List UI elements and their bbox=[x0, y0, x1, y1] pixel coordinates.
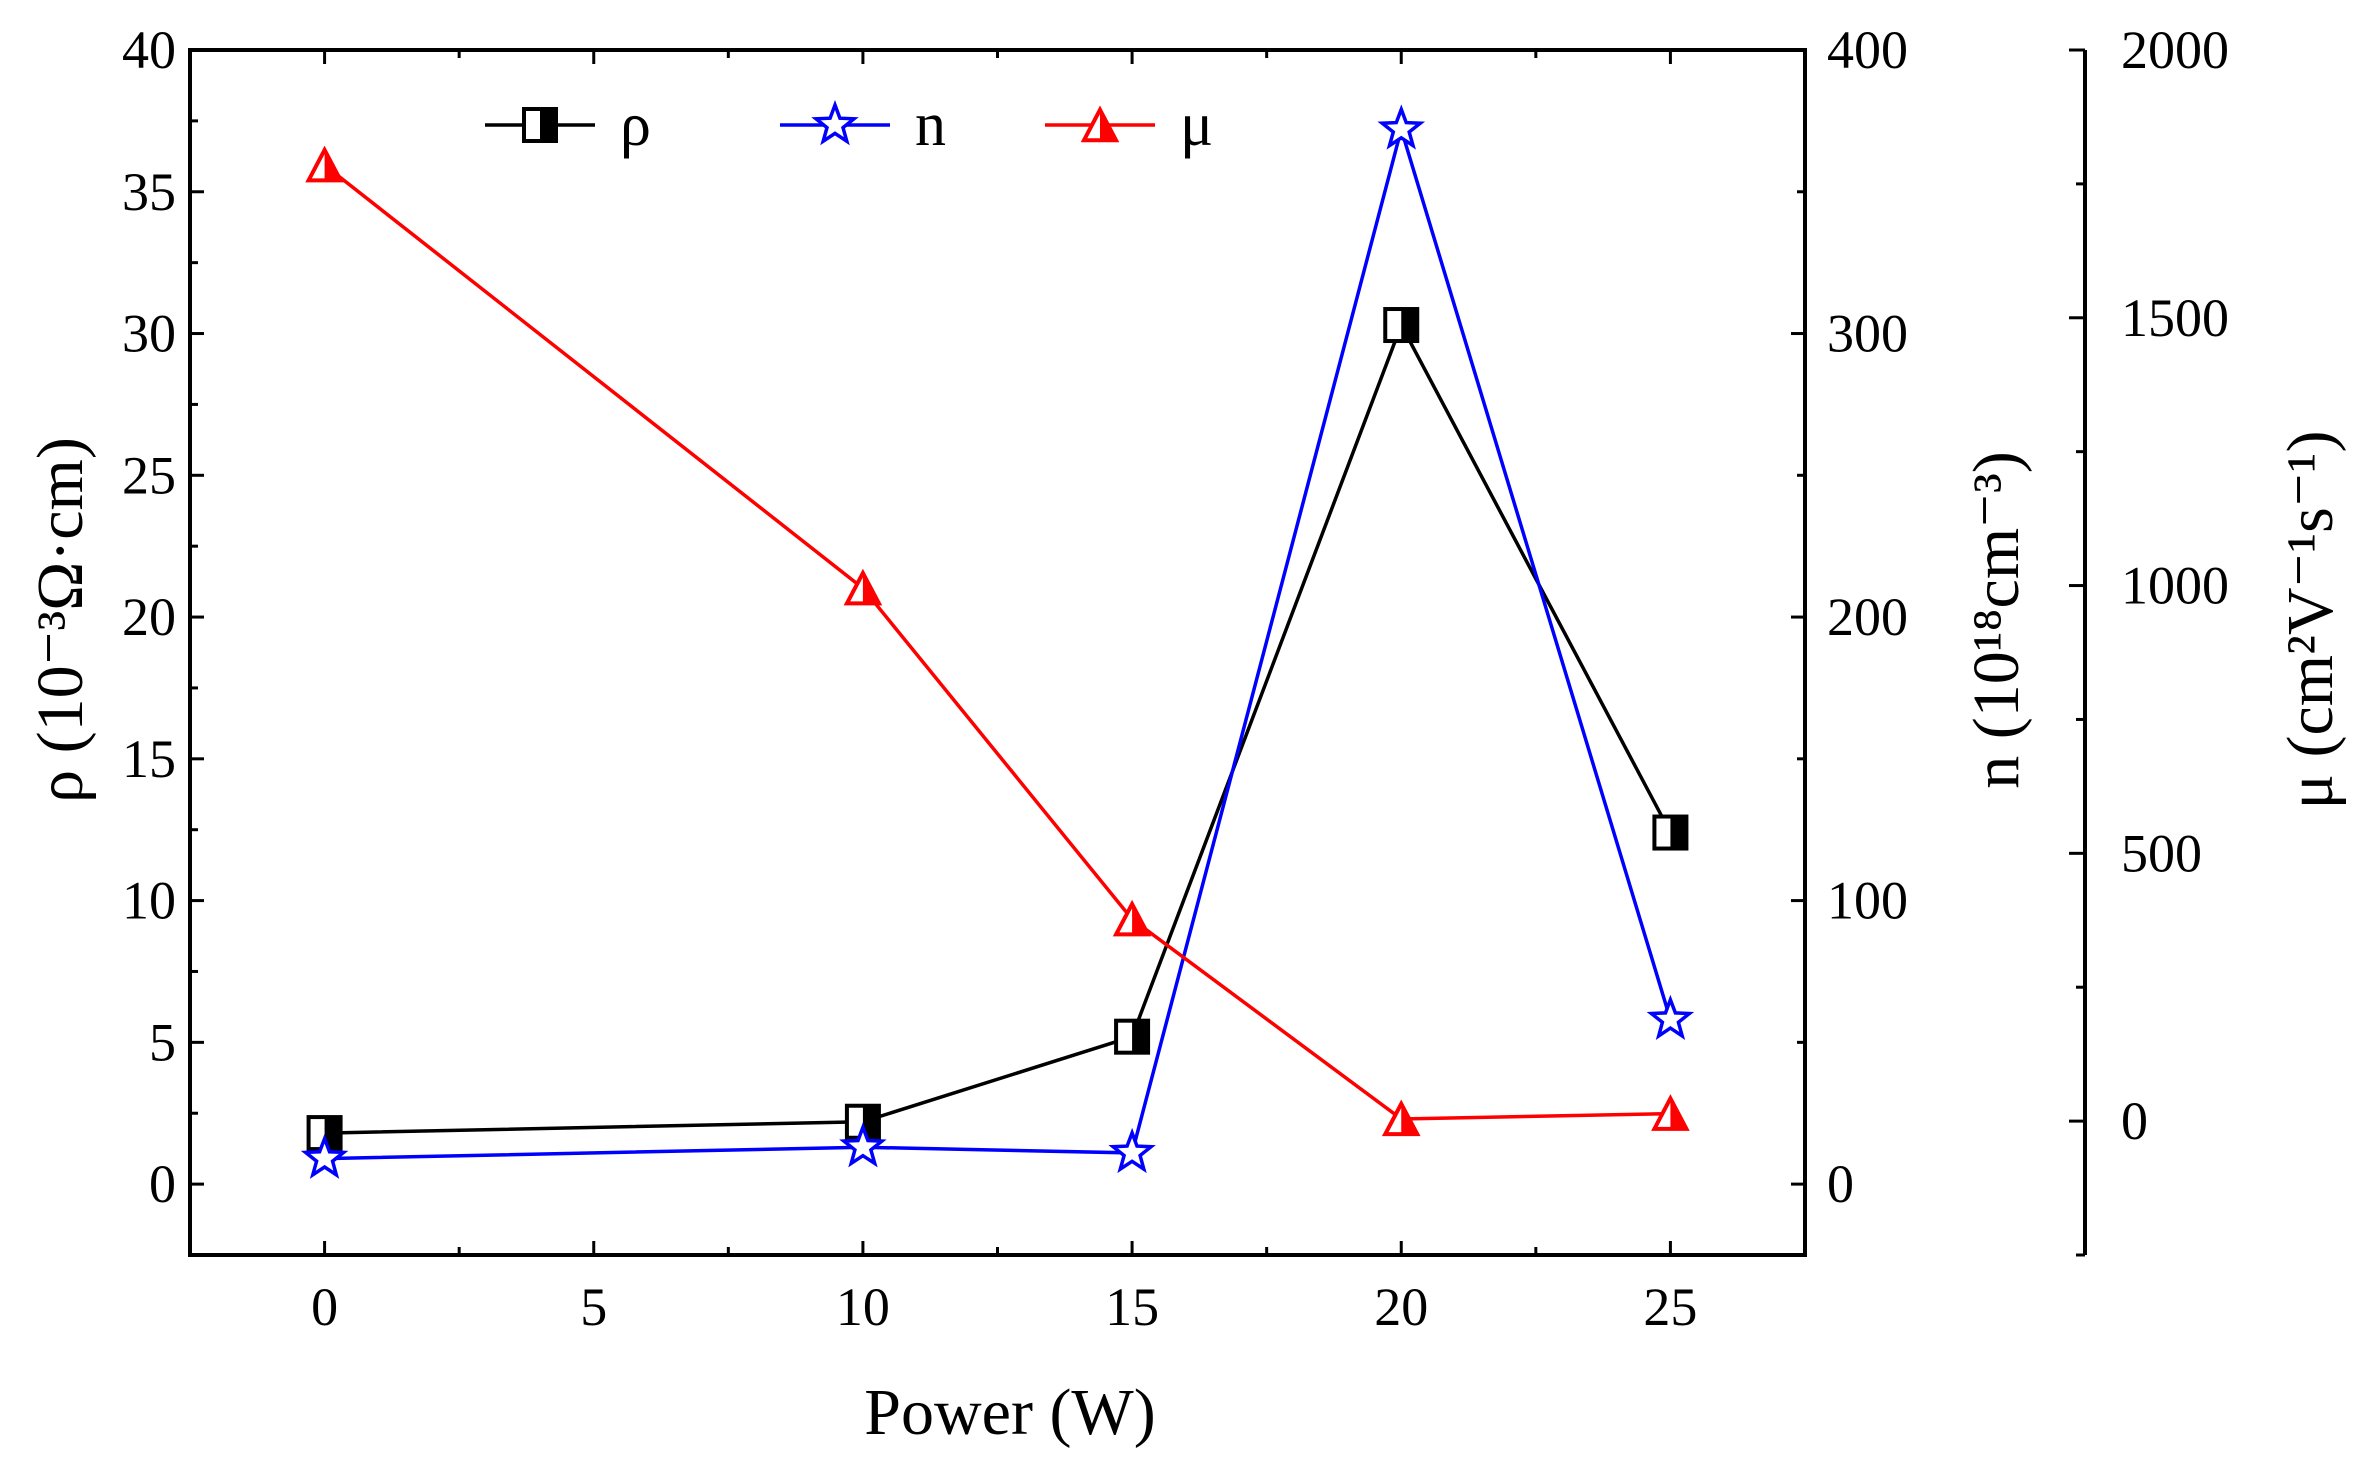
y-n-tick-label: 0 bbox=[1827, 1154, 1854, 1214]
left-axis-title: ρ (10⁻³Ω·cm) bbox=[24, 437, 97, 803]
y-left-tick-label: 35 bbox=[122, 162, 176, 222]
legend-label-n: n bbox=[915, 91, 946, 159]
y-left-tick-label: 20 bbox=[122, 587, 176, 647]
x-axis: 0 5 10 15 20 25 bbox=[311, 50, 1697, 1337]
y-mu-tick-label: 500 bbox=[2121, 823, 2202, 883]
rho-marker-fill bbox=[862, 1105, 879, 1138]
y-mu-tick-label: 1000 bbox=[2121, 556, 2229, 616]
rho-marker-fill bbox=[324, 1117, 341, 1150]
mu-marker-fill bbox=[1132, 904, 1149, 935]
rho-marker-fill bbox=[1132, 1020, 1149, 1053]
y-left-tick-label: 10 bbox=[122, 871, 176, 931]
mu-marker bbox=[305, 145, 344, 183]
rho-marker-fill bbox=[540, 109, 556, 141]
mu-marker-fill bbox=[1100, 109, 1116, 141]
n-marker bbox=[1377, 104, 1426, 150]
y-left-tick-label: 15 bbox=[122, 729, 176, 789]
y-n-tick-label: 300 bbox=[1827, 304, 1908, 364]
x-axis-title: Power (W) bbox=[864, 1376, 1155, 1449]
right-axis-mu: 0 500 1000 1500 2000 bbox=[2069, 20, 2229, 1257]
mu-marker bbox=[1112, 899, 1152, 937]
mu-marker-fill bbox=[1401, 1103, 1418, 1135]
rho-marker bbox=[1383, 307, 1420, 344]
n-marker bbox=[1646, 994, 1695, 1040]
y-left-tick-label: 30 bbox=[122, 304, 176, 364]
y-left-tick-label: 0 bbox=[149, 1154, 176, 1214]
mu-marker-fill bbox=[1670, 1098, 1687, 1129]
y-left-tick-label: 25 bbox=[122, 445, 176, 505]
right-axis-n: 0 100 200 300 400 bbox=[1791, 20, 1908, 1214]
plot-frame bbox=[188, 48, 2087, 1257]
rho-marker bbox=[306, 1115, 343, 1152]
x-tick-label: 0 bbox=[311, 1277, 338, 1337]
rho-marker bbox=[1652, 814, 1689, 851]
series-line-mu bbox=[323, 163, 1671, 1121]
mu-marker bbox=[843, 568, 883, 606]
x-tick-label: 10 bbox=[836, 1277, 890, 1337]
right-axis-mu-title: μ (cm²V⁻¹s⁻¹) bbox=[2274, 431, 2347, 810]
y-mu-tick-label: 1500 bbox=[2121, 288, 2229, 348]
y-left-tick-label: 40 bbox=[122, 20, 176, 80]
rho-marker-fill bbox=[1670, 816, 1687, 849]
rho-marker bbox=[1114, 1018, 1151, 1055]
rho-marker-fill bbox=[1401, 309, 1418, 342]
rho-marker bbox=[522, 107, 558, 143]
y-mu-tick-label: 0 bbox=[2121, 1091, 2148, 1151]
x-tick-label: 25 bbox=[1643, 1277, 1697, 1337]
n-marker bbox=[839, 1122, 887, 1168]
mu-marker bbox=[1651, 1094, 1690, 1131]
series-line-n bbox=[324, 122, 1673, 1161]
y-left-tick-label: 5 bbox=[149, 1012, 176, 1072]
legend-label-rho: ρ bbox=[620, 91, 651, 159]
x-tick-label: 5 bbox=[580, 1277, 607, 1337]
y-n-tick-label: 100 bbox=[1827, 871, 1908, 931]
series-layer bbox=[300, 104, 1695, 1179]
plot-border bbox=[188, 48, 1807, 1257]
x-tick-label: 20 bbox=[1374, 1277, 1428, 1337]
left-axis: 0 5 10 15 20 25 30 35 40 bbox=[122, 20, 204, 1214]
n-marker bbox=[811, 99, 859, 146]
y-mu-tick-label: 2000 bbox=[2121, 20, 2229, 80]
legend-label-mu: μ bbox=[1180, 91, 1213, 159]
mu-marker-fill bbox=[862, 573, 879, 604]
x-tick-label: 15 bbox=[1105, 1277, 1159, 1337]
mu-marker-fill bbox=[324, 149, 341, 181]
mu-marker bbox=[1381, 1099, 1421, 1137]
n-marker bbox=[300, 1133, 349, 1179]
right-axis-n-title: n (10¹⁸cm⁻³) bbox=[1960, 451, 2033, 789]
mu-marker bbox=[1080, 105, 1120, 143]
n-marker bbox=[1108, 1127, 1156, 1174]
series-line-rho bbox=[324, 320, 1672, 1135]
y-n-tick-label: 400 bbox=[1827, 20, 1908, 80]
y-n-tick-label: 200 bbox=[1827, 587, 1908, 647]
